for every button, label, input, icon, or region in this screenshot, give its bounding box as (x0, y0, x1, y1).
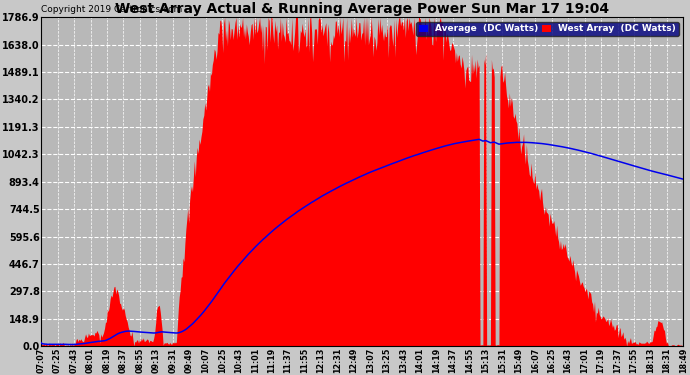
Title: West Array Actual & Running Average Power Sun Mar 17 19:04: West Array Actual & Running Average Powe… (115, 2, 609, 16)
Text: Copyright 2019 Cartronics.com: Copyright 2019 Cartronics.com (41, 5, 182, 14)
Legend: Average  (DC Watts), West Array  (DC Watts): Average (DC Watts), West Array (DC Watts… (416, 22, 679, 36)
